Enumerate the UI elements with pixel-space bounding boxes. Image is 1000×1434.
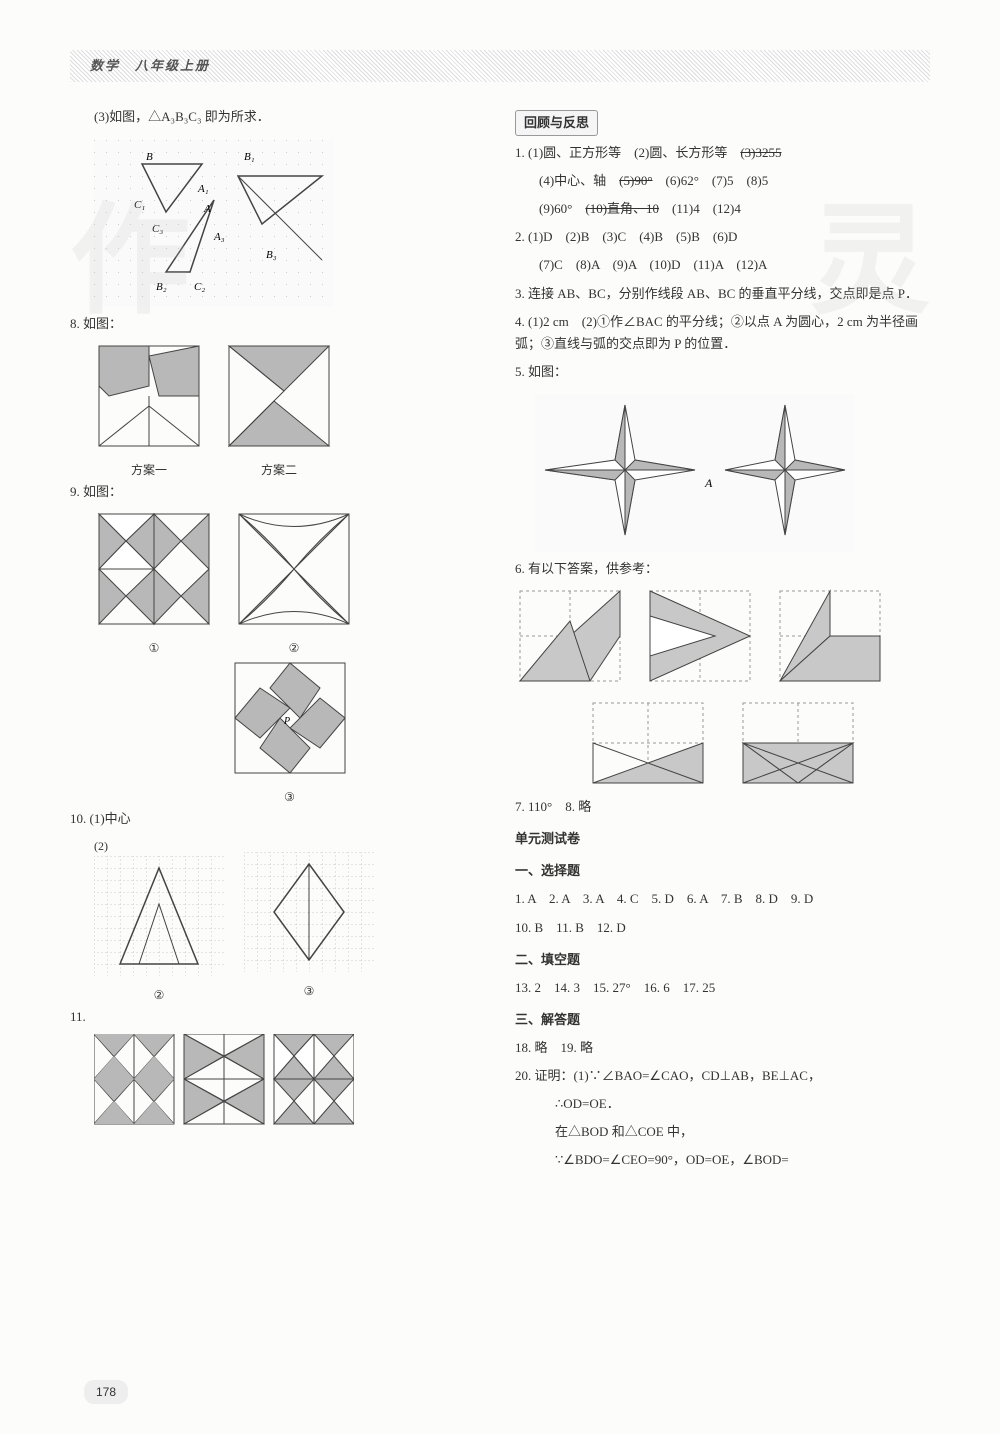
r5-figure: A — [535, 395, 855, 552]
review-title: 回顾与反思 — [515, 110, 598, 136]
r4: 4. (1)2 cm (2)①作∠BAC 的平分线；②以点 A 为圆心，2 cm… — [515, 311, 930, 355]
r6: 6. 有以下答案，供参考： — [515, 558, 930, 580]
r6-fig2 — [645, 586, 755, 686]
unit-test-title: 单元测试卷 — [515, 828, 930, 850]
page-header: 数学 八年级上册 — [70, 50, 930, 82]
section-3-title: 三、解答题 — [515, 1009, 930, 1031]
svg-text:B₁: B₁ — [244, 151, 255, 163]
q8-caption1: 方案一 — [94, 460, 204, 480]
q8-text: 8. 如图： — [70, 313, 485, 335]
two-columns: (3)如图，△A₃B₃C₃ 即为所求． B B₁ — [70, 106, 930, 1177]
q10-caption2: ② — [94, 985, 224, 1005]
r1-3b: (10)直角、10 — [585, 201, 659, 216]
section-2-title: 二、填空题 — [515, 949, 930, 971]
q10-caption3: ③ — [244, 981, 374, 1001]
q10-text: 10. (1)中心 — [70, 808, 485, 830]
r1-2a: (4)中心、轴 — [539, 173, 619, 188]
q8-fig2 — [224, 341, 334, 451]
r5-label-A: A — [704, 476, 713, 490]
svg-text:B₃: B₃ — [266, 249, 277, 261]
r2-line2: (7)C (8)A (9)A (10)D (11)A (12)A — [515, 254, 930, 276]
ans1: 1. A 2. A 3. A 4. C 5. D 6. A 7. B 8. D … — [515, 888, 930, 910]
r1-line2: (4)中心、轴 (5)90° (6)62° (7)5 (8)5 — [515, 170, 930, 192]
svg-text:B₂: B₂ — [156, 281, 167, 293]
q11-figure — [70, 1034, 485, 1141]
r1-1a: 1. (1)圆、正方形等 (2)圆、长方形等 — [515, 145, 740, 160]
r1-line1: 1. (1)圆、正方形等 (2)圆、长方形等 (3)3255 — [515, 142, 930, 164]
left-column: (3)如图，△A₃B₃C₃ 即为所求． B B₁ — [70, 106, 485, 1177]
q9-fig2 — [234, 509, 354, 629]
q9-caption3: ③ — [230, 787, 350, 807]
r1-3c: (11)4 (12)4 — [659, 201, 741, 216]
r6-fig4 — [588, 698, 708, 788]
q20-1: 20. 证明：(1)∵∠BAO=∠CAO，CD⊥AB，BE⊥AC， — [515, 1065, 930, 1087]
svg-text:A₁: A₁ — [197, 183, 209, 195]
q9-figures-row2: P ③ — [70, 658, 485, 807]
right-column: 回顾与反思 1. (1)圆、正方形等 (2)圆、长方形等 (3)3255 (4)… — [515, 106, 930, 1177]
q10-figures: (2) ② ③ — [70, 836, 485, 1006]
ans1b: 10. B 11. B 12. D — [515, 917, 930, 939]
q8-figures: 方案一 方案二 — [70, 341, 485, 480]
q9-text: 9. 如图： — [70, 481, 485, 503]
page: 数学 八年级上册 (3)如图，△A₃B₃C₃ 即为所求． — [0, 0, 1000, 1217]
q3-text: (3)如图，△A₃B₃C₃ 即为所求． — [70, 106, 485, 128]
r7-r8: 7. 110° 8. 略 — [515, 796, 930, 818]
q9-fig3: P — [230, 658, 350, 778]
r6-fig3 — [775, 586, 885, 686]
svg-text:C₃: C₃ — [152, 223, 163, 235]
svg-text:C₂: C₂ — [194, 281, 205, 293]
section-1-title: 一、选择题 — [515, 860, 930, 882]
q20-3: 在△BOD 和△COE 中， — [515, 1121, 930, 1143]
svg-text:B: B — [146, 151, 153, 163]
r1-2c: (6)62° (7)5 (8)5 — [653, 173, 769, 188]
q9-caption2: ② — [234, 638, 354, 658]
r6-figures-row1 — [515, 586, 930, 686]
page-number: 178 — [84, 1380, 128, 1404]
r1-2b: (5)90° — [619, 173, 652, 188]
svg-text:A₃: A₃ — [213, 231, 225, 243]
q10-fig3 — [244, 852, 374, 972]
r3: 3. 连接 AB、BC，分别作线段 AB、BC 的垂直平分线，交点即是点 P． — [515, 283, 930, 305]
svg-text:C₁: C₁ — [134, 199, 145, 211]
q10-fig2 — [94, 856, 224, 976]
q20-2: ∴OD=OE． — [515, 1093, 930, 1115]
q10-sub2: (2) — [94, 836, 224, 856]
svg-text:P: P — [283, 716, 290, 727]
r1-1b: (3)3255 — [740, 145, 781, 160]
r2-line1: 2. (1)D (2)B (3)C (4)B (5)B (6)D — [515, 226, 930, 248]
ans2: 13. 2 14. 3 15. 27° 16. 6 17. 25 — [515, 977, 930, 999]
r1-line3: (9)60° (10)直角、10 (11)4 (12)4 — [515, 198, 930, 220]
r6-figures-row2 — [515, 698, 930, 788]
q8-caption2: 方案二 — [224, 460, 334, 480]
ans3: 18. 略 19. 略 — [515, 1037, 930, 1059]
q11-text: 11. — [70, 1006, 485, 1028]
q8-fig1 — [94, 341, 204, 451]
r6-fig1 — [515, 586, 625, 686]
q9-figures-row1: ① ② — [70, 509, 485, 658]
q3-figure: B B₁ C₁ A₁ C₃ A A₃ B₂ C₂ B₃ — [94, 140, 334, 307]
r1-3a: (9)60° — [539, 201, 585, 216]
r6-fig5 — [738, 698, 858, 788]
r5: 5. 如图： — [515, 361, 930, 383]
q9-fig1 — [94, 509, 214, 629]
svg-text:A: A — [203, 203, 211, 215]
q20-4: ∵∠BDO=∠CEO=90°，OD=OE，∠BOD= — [515, 1149, 930, 1171]
q9-caption1: ① — [94, 638, 214, 658]
